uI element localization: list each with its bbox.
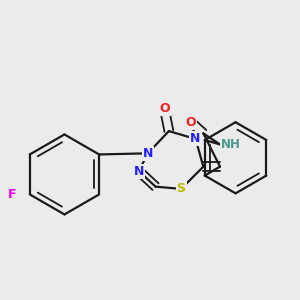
Text: F: F [8,188,16,201]
Text: N: N [134,165,144,178]
Text: O: O [159,102,170,116]
Text: O: O [186,116,196,129]
Text: N: N [142,147,153,160]
Text: NH: NH [221,138,241,151]
Text: S: S [177,182,186,195]
Text: N: N [190,132,201,146]
